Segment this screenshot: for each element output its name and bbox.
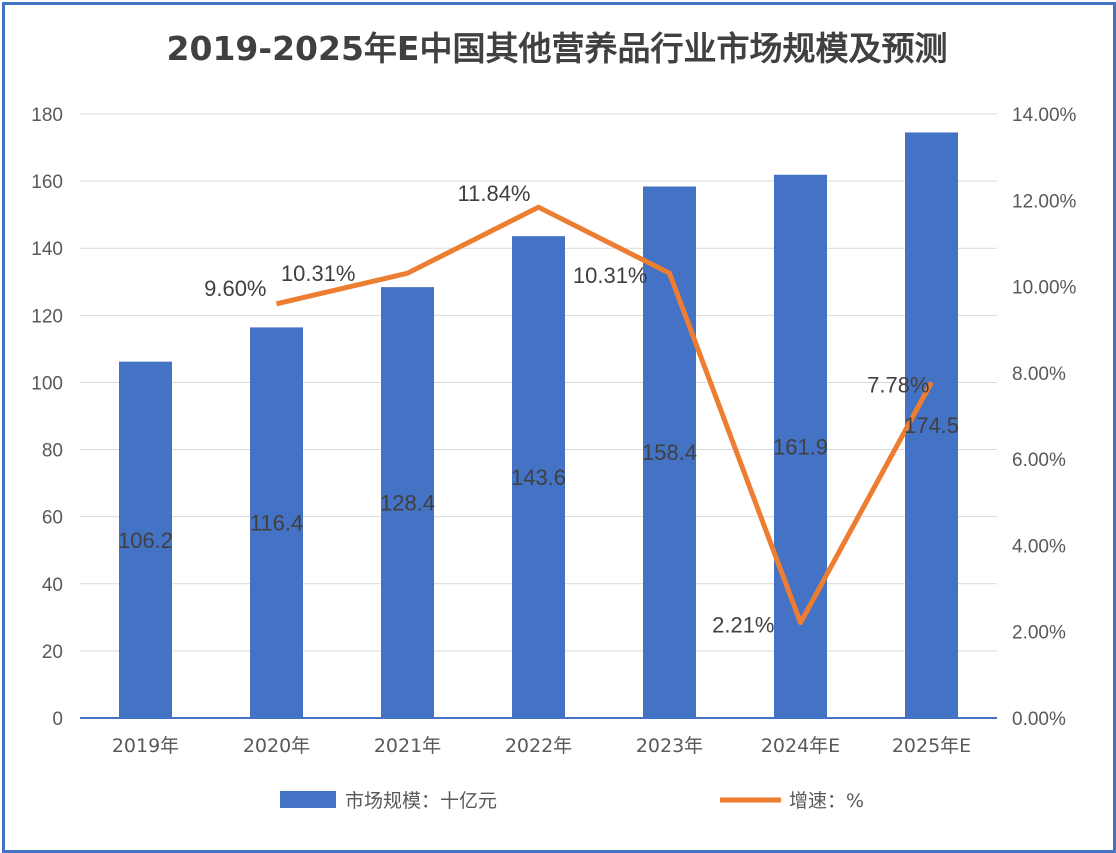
bar: [905, 132, 958, 718]
y-right-tick-label: 0.00%: [1012, 709, 1066, 730]
data-labels: 106.2 116.4 128.4 143.6 158.4 161.9 174.5 9.60%…: [118, 181, 959, 637]
x-tick-label: 2021年: [374, 735, 441, 757]
growth-value-label: 7.78%: [867, 372, 929, 397]
x-tick-label: 2025年E: [892, 735, 971, 757]
y-left-tick-label: 0: [52, 709, 63, 730]
y-left-tick-label: 120: [31, 306, 63, 327]
y-right-tick-label: 12.00%: [1012, 191, 1077, 212]
bar: [774, 174, 827, 719]
y-right-tick-label: 4.00%: [1012, 536, 1066, 557]
legend-line-label: 增速：%: [789, 790, 864, 812]
bar-value-label: 158.4: [642, 440, 697, 465]
y-right-tick-label: 10.00%: [1012, 278, 1077, 299]
y-left-tick-label: 60: [42, 508, 63, 529]
bar: [381, 287, 434, 718]
y-left-tick-label: 140: [31, 239, 63, 260]
x-tick-label: 2023年: [636, 735, 703, 757]
y-left-tick-label: 80: [42, 441, 63, 462]
growth-value-label: 9.60%: [204, 276, 266, 301]
bar-series: [119, 132, 958, 719]
y-right-tick-label: 8.00%: [1012, 364, 1066, 385]
growth-value-label: 11.84%: [458, 181, 531, 206]
bar: [250, 327, 303, 718]
bar-value-label: 174.5: [904, 413, 959, 438]
growth-value-label: 10.31%: [281, 261, 356, 286]
x-tick-label: 2019年: [112, 735, 179, 757]
y-left-tick-label: 100: [31, 373, 63, 394]
bar-value-label: 106.2: [118, 528, 173, 553]
y-left-tick-label: 160: [31, 172, 63, 193]
y-left-tick-label: 180: [31, 105, 63, 126]
y-right-tick-label: 6.00%: [1012, 450, 1066, 471]
line-series: [275, 204, 934, 626]
bar-value-label: 143.6: [511, 465, 566, 490]
x-tick-label: 2020年: [243, 735, 310, 757]
growth-line: [275, 204, 934, 626]
bar: [119, 361, 172, 718]
bar: [512, 236, 565, 719]
y-right-tick-label: 2.00%: [1012, 623, 1066, 644]
legend-bar-label: 市场规模：十亿元: [345, 790, 497, 812]
axes: 0 20 40 60 80 100 120 140 160 180 0.00% 2.00% 4.00% 6…: [31, 105, 1076, 757]
legend: 市场规模：十亿元 增速：%: [280, 790, 864, 812]
y-right-tick-label: 14.00%: [1012, 105, 1077, 126]
y-left-tick-label: 40: [42, 575, 63, 596]
growth-value-label: 2.21%: [712, 613, 774, 638]
y-left-tick-label: 20: [42, 642, 63, 663]
bar-value-label: 161.9: [773, 434, 828, 459]
bar-value-label: 128.4: [380, 491, 435, 516]
bar-value-label: 116.4: [250, 511, 303, 536]
chart-title: 2019-2025年E中国其他营养品行业市场规模及预测: [166, 29, 948, 68]
x-tick-label: 2024年E: [761, 735, 840, 757]
growth-value-label: 10.31%: [573, 263, 648, 288]
x-tick-label: 2022年: [505, 735, 572, 757]
legend-bar-swatch: [280, 791, 336, 808]
